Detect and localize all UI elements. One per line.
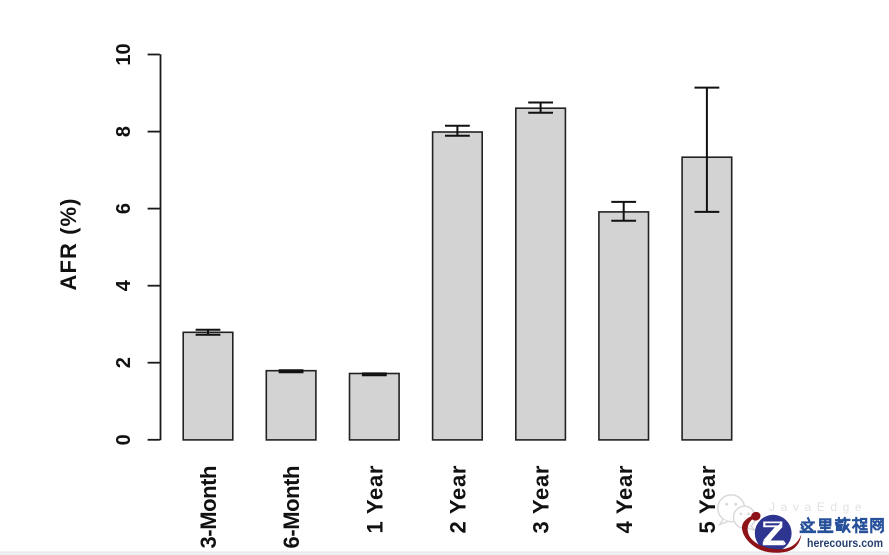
svg-text:10: 10 <box>113 43 135 65</box>
svg-text:3-Month: 3-Month <box>196 466 221 549</box>
svg-text:8: 8 <box>113 126 135 137</box>
svg-text:2: 2 <box>113 357 135 368</box>
svg-text:4: 4 <box>113 279 135 291</box>
svg-text:3 Year: 3 Year <box>529 465 554 533</box>
svg-text:AFR (%): AFR (%) <box>56 199 81 291</box>
svg-text:0: 0 <box>113 434 135 445</box>
svg-text:2 Year: 2 Year <box>446 465 471 533</box>
svg-text:5 Year: 5 Year <box>695 465 720 533</box>
svg-text:6: 6 <box>113 203 135 214</box>
svg-text:JavaEdge: JavaEdge <box>769 500 867 514</box>
svg-text:6-Month: 6-Month <box>279 466 304 549</box>
svg-text:4 Year: 4 Year <box>612 465 637 533</box>
svg-text:herecours.com: herecours.com <box>807 536 883 550</box>
svg-text:1 Year: 1 Year <box>362 465 387 533</box>
